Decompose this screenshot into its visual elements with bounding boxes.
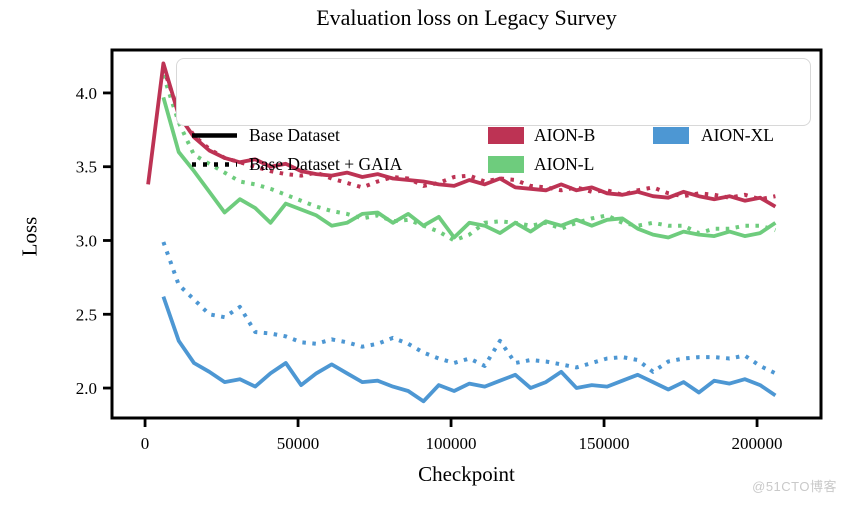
legend-label-aion-b: AION-B xyxy=(534,125,596,145)
legend-patch-aion-l xyxy=(488,156,524,173)
x-tick-label: 50000 xyxy=(277,434,320,453)
y-tick-label: 2.0 xyxy=(76,379,97,398)
legend-label-base-dataset-gaia: Base Dataset + GAIA xyxy=(249,154,403,174)
x-tick-label: 200000 xyxy=(732,434,783,453)
legend-label-aion-xl: AION-XL xyxy=(701,125,774,145)
legend-solid-line-swatch xyxy=(192,133,237,138)
series-line-aion-b-base xyxy=(146,61,777,209)
legend-dotted-line-swatch xyxy=(192,162,237,167)
legend-patch-aion-b xyxy=(488,127,524,144)
series-line-aion-xl-gaia xyxy=(161,241,777,376)
y-tick-label: 2.5 xyxy=(76,305,97,324)
series-line-aion-l-base xyxy=(161,96,777,240)
x-axis-label: Checkpoint xyxy=(418,462,515,486)
x-tick-label: 150000 xyxy=(579,434,630,453)
y-tick-label: 3.5 xyxy=(76,158,97,177)
chart-title: Evaluation loss on Legacy Survey xyxy=(316,5,617,30)
y-tick-label: 4.0 xyxy=(76,84,97,103)
legend-label-aion-l: AION-L xyxy=(534,154,595,174)
series-line-aion-xl-base xyxy=(161,295,777,404)
x-tick-label: 0 xyxy=(141,434,150,453)
y-tick-label: 3.0 xyxy=(76,231,97,250)
legend-patch-aion-xl xyxy=(653,127,689,144)
plot-frame xyxy=(110,48,823,420)
legend-label-base-dataset: Base Dataset xyxy=(249,125,340,145)
legend: Base Dataset Base Dataset + GAIA AION-B … xyxy=(176,58,811,174)
watermark: @51CTO博客 xyxy=(752,479,837,494)
x-tick-label: 100000 xyxy=(426,434,477,453)
series-line-aion-l-gaia xyxy=(161,74,776,243)
